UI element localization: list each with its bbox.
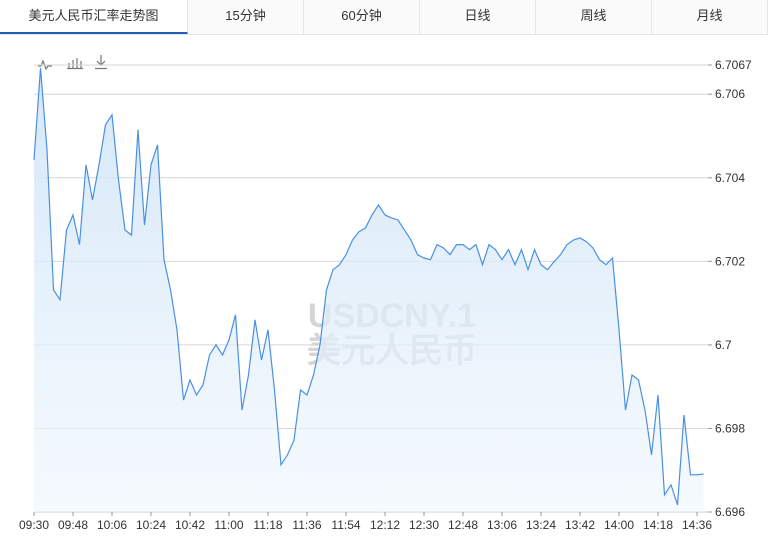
download-icon[interactable] [95, 55, 107, 70]
x-tick-label: 10:42 [175, 518, 205, 532]
x-tick-label: 09:48 [58, 518, 88, 532]
x-tick-label: 09:30 [19, 518, 49, 532]
x-tick-label: 12:48 [448, 518, 478, 532]
x-tick-label: 10:24 [136, 518, 166, 532]
x-tick-label: 10:06 [97, 518, 127, 532]
x-tick-label: 12:12 [370, 518, 400, 532]
x-tick-label: 13:42 [565, 518, 595, 532]
x-tick-label: 14:36 [682, 518, 712, 532]
tab[interactable]: 周线 [536, 0, 652, 34]
x-tick-label: 12:30 [409, 518, 439, 532]
line [33, 67, 704, 506]
tab[interactable]: 日线 [420, 0, 536, 34]
x-tick-label: 14:00 [604, 518, 634, 532]
x-tick-label: 11:00 [214, 518, 243, 532]
y-tick-label: 6.696 [715, 505, 745, 519]
y-tick-label: 6.698 [715, 421, 745, 435]
tab[interactable]: 美元人民币汇率走势图 [0, 0, 188, 34]
x-tick-label: 13:06 [487, 518, 517, 532]
y-tick-label: 6.7 [715, 338, 732, 352]
y-tick-label: 6.7067 [715, 58, 752, 72]
chart: USDCNY.1美元人民币6.6966.6986.76.7026.7046.70… [19, 55, 752, 532]
tab[interactable]: 月线 [652, 0, 768, 34]
x-tick-label: 13:24 [526, 518, 556, 532]
x-tick-label: 11:36 [292, 518, 321, 532]
y-tick-label: 6.702 [715, 254, 745, 268]
tab[interactable]: 15分钟 [188, 0, 304, 34]
area [34, 67, 704, 512]
y-tick-label: 6.704 [715, 171, 745, 185]
bar-icon[interactable] [67, 58, 83, 70]
tab[interactable]: 60分钟 [304, 0, 420, 34]
toolbar-icons [38, 55, 107, 71]
x-tick-label: 14:18 [643, 518, 673, 532]
x-tick-label: 11:54 [331, 518, 360, 532]
y-tick-label: 6.706 [715, 87, 745, 101]
x-tick-label: 11:18 [253, 518, 282, 532]
tab-bar: 美元人民币汇率走势图 15分钟 60分钟 日线 周线 月线 [0, 0, 768, 35]
